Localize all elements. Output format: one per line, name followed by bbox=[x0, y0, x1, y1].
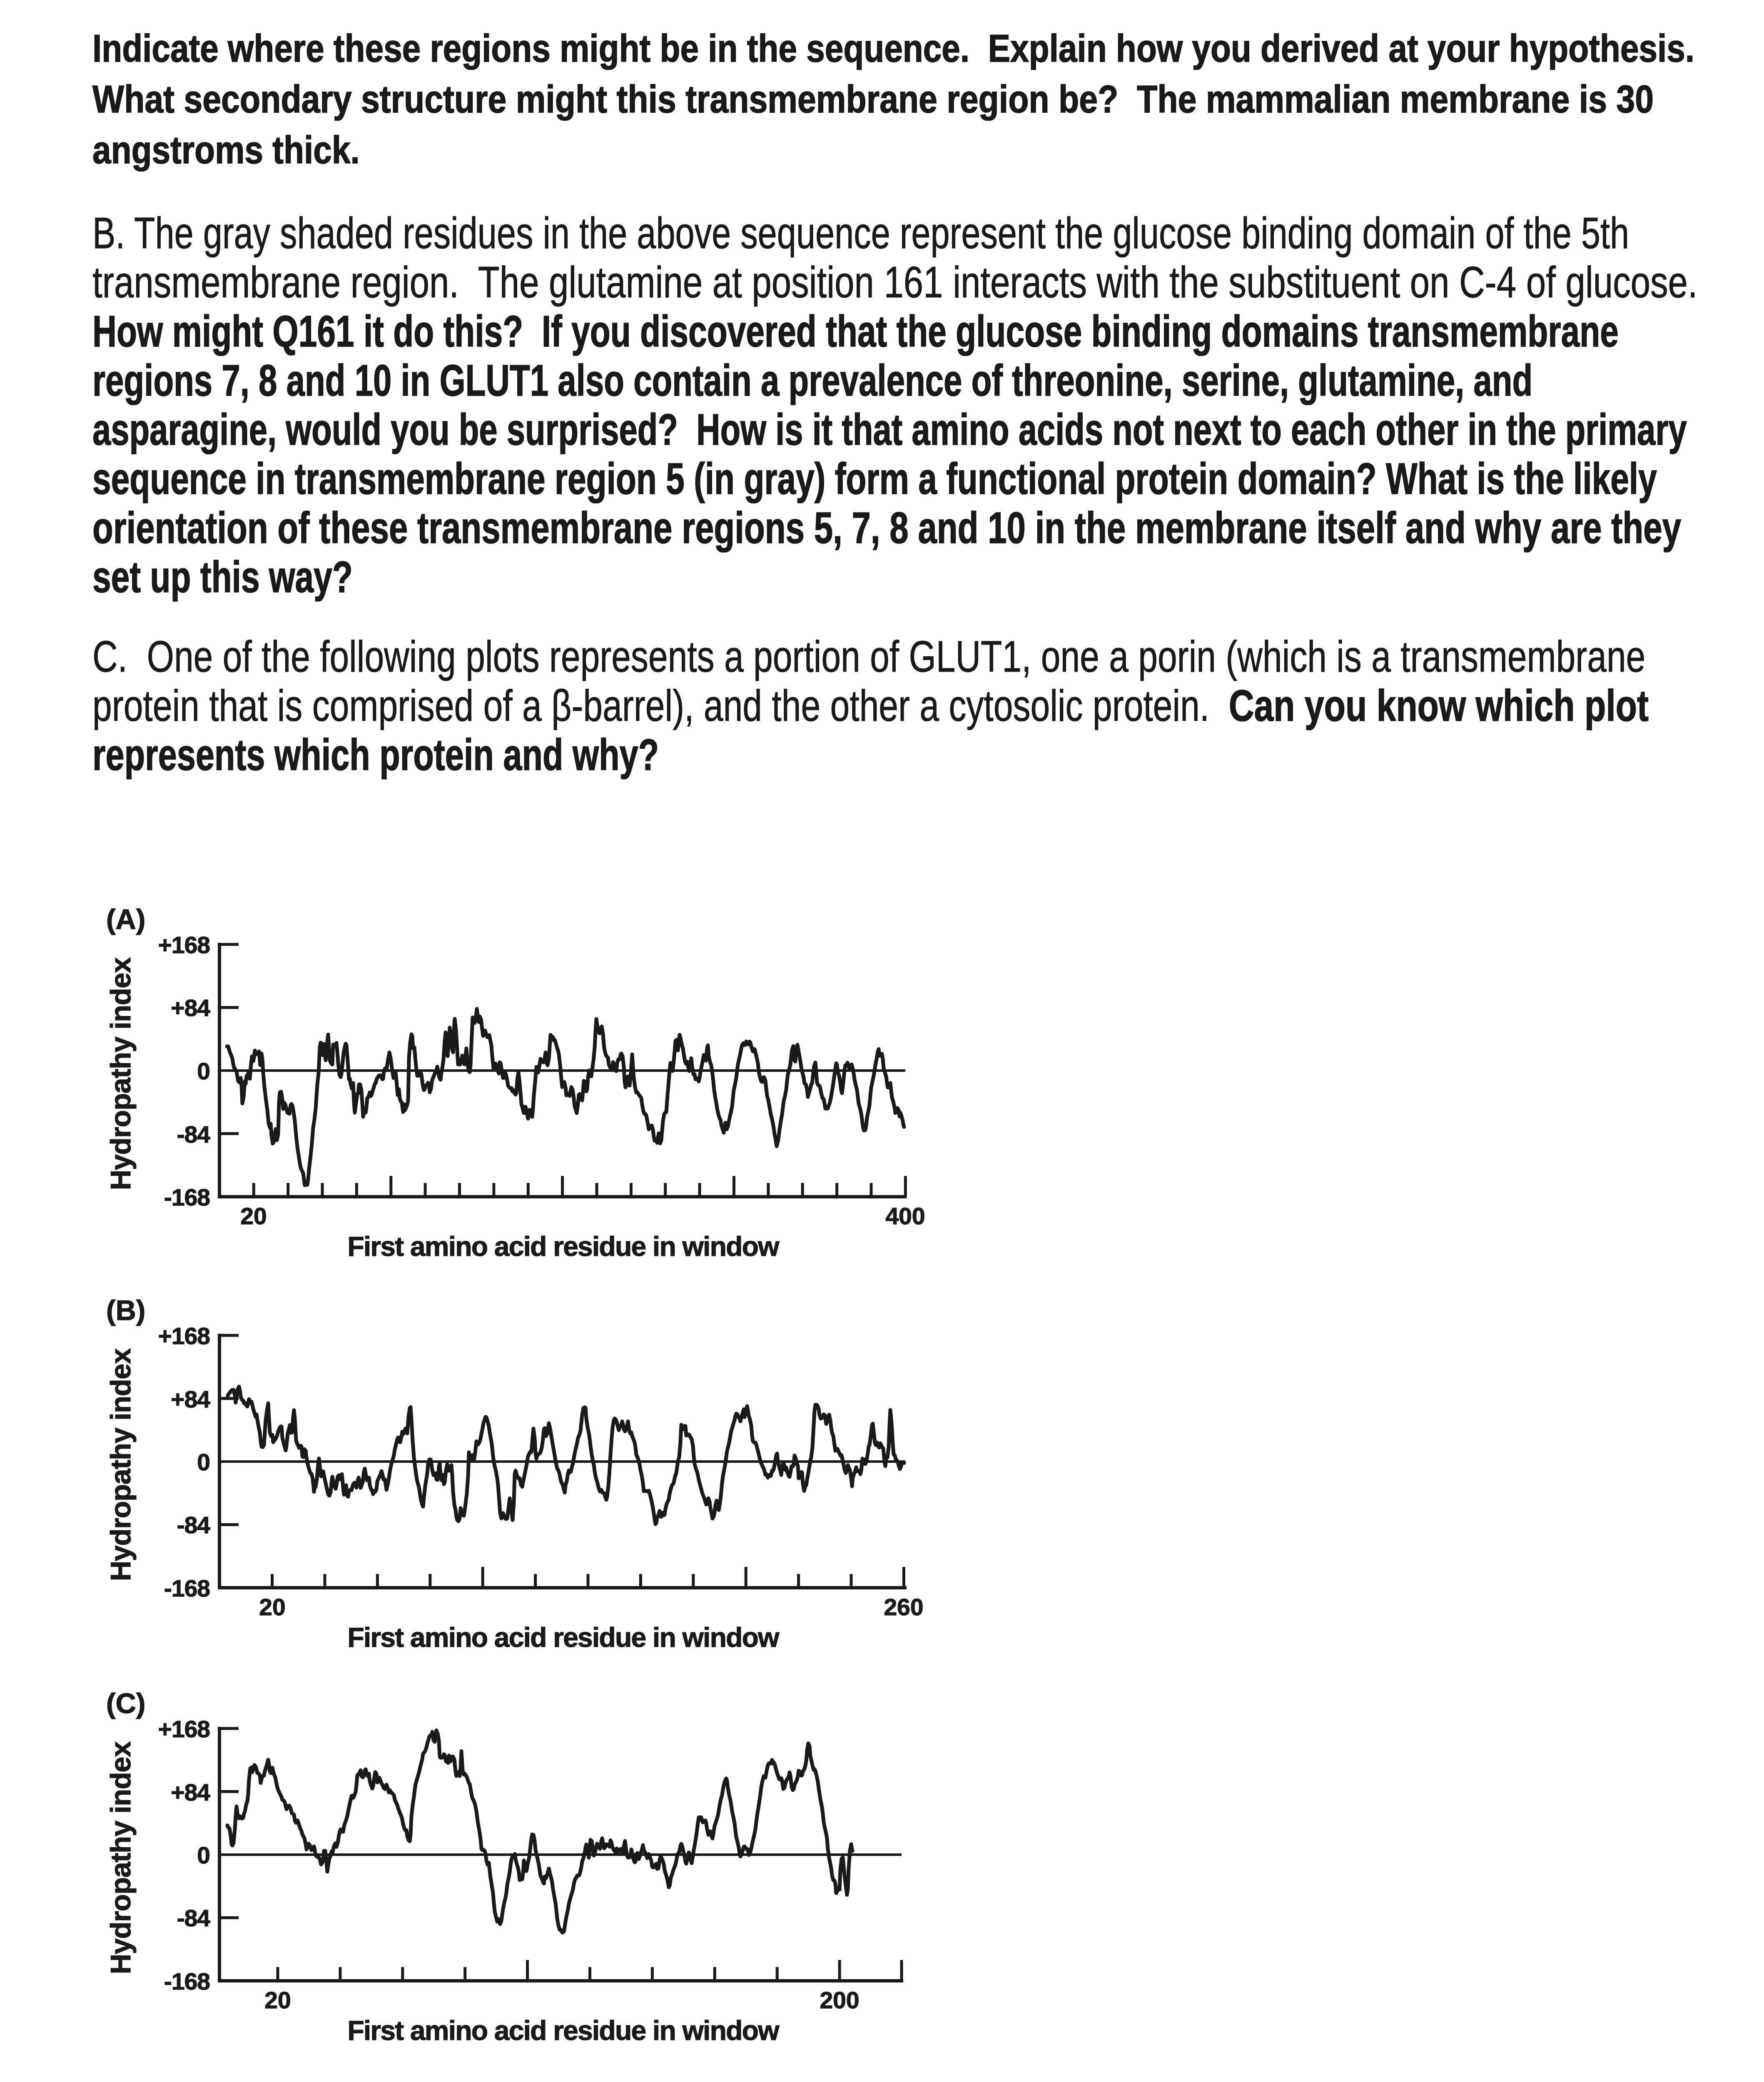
svg-text:20: 20 bbox=[240, 1203, 267, 1230]
svg-text:0: 0 bbox=[197, 1842, 210, 1869]
svg-text:0: 0 bbox=[197, 1058, 210, 1085]
svg-text:(A): (A) bbox=[106, 904, 145, 935]
svg-text:First amino acid residue in wi: First amino acid residue in window bbox=[347, 1231, 780, 1262]
svg-text:-168: -168 bbox=[164, 1575, 210, 1602]
svg-text:+168: +168 bbox=[158, 1323, 210, 1350]
svg-text:(B): (B) bbox=[106, 1295, 145, 1326]
svg-text:20: 20 bbox=[259, 1594, 285, 1621]
svg-text:260: 260 bbox=[884, 1594, 923, 1621]
svg-text:-84: -84 bbox=[177, 1121, 211, 1148]
svg-text:+84: +84 bbox=[171, 1386, 210, 1413]
svg-text:-84: -84 bbox=[177, 1905, 211, 1932]
svg-text:+84: +84 bbox=[171, 1779, 210, 1806]
svg-text:20: 20 bbox=[264, 1987, 291, 2014]
svg-text:-168: -168 bbox=[164, 1184, 210, 1211]
svg-text:+168: +168 bbox=[158, 1716, 210, 1743]
svg-text:Hydropathy index: Hydropathy index bbox=[105, 1348, 137, 1581]
svg-text:200: 200 bbox=[820, 1987, 859, 2014]
svg-text:-84: -84 bbox=[177, 1512, 211, 1539]
svg-text:Hydropathy index: Hydropathy index bbox=[105, 1741, 137, 1974]
svg-text:First amino acid residue in wi: First amino acid residue in window bbox=[347, 2015, 780, 2046]
svg-text:400: 400 bbox=[885, 1203, 925, 1230]
svg-text:First amino acid residue in wi: First amino acid residue in window bbox=[347, 1622, 780, 1653]
svg-text:-168: -168 bbox=[164, 1968, 210, 1995]
svg-text:(C): (C) bbox=[106, 1688, 145, 1719]
svg-text:Hydropathy index: Hydropathy index bbox=[105, 957, 137, 1190]
svg-text:+168: +168 bbox=[158, 932, 210, 959]
svg-text:+84: +84 bbox=[171, 995, 210, 1021]
svg-text:0: 0 bbox=[197, 1449, 210, 1476]
